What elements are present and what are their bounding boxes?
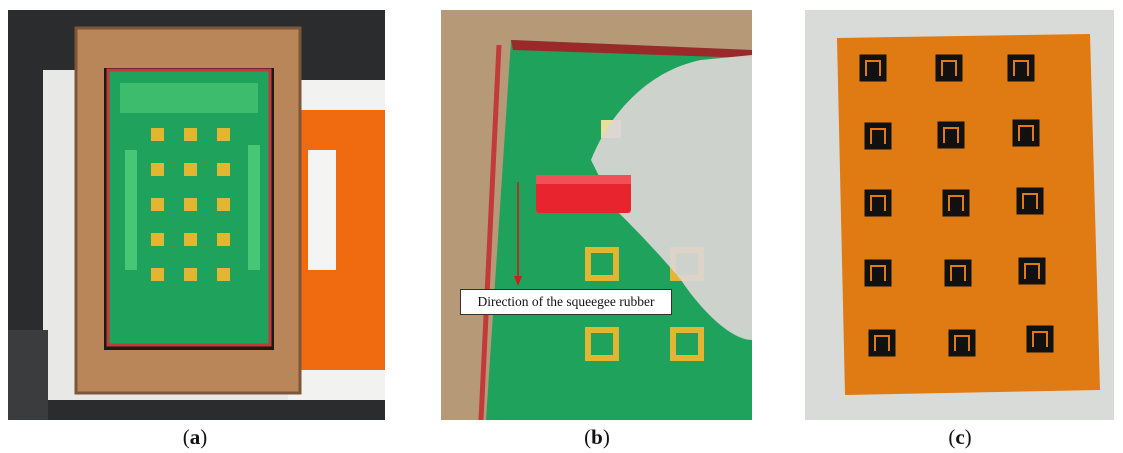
caption-a: (a) xyxy=(182,425,208,449)
caption-b: (b) xyxy=(584,425,610,449)
photo-printed-sheet xyxy=(805,10,1114,420)
photo-screen-frame xyxy=(8,10,385,420)
caption-c: (c) xyxy=(948,425,972,449)
squeegee-direction-label: Direction of the squeegee rubber xyxy=(460,289,672,315)
photo-squeegee xyxy=(441,10,752,420)
